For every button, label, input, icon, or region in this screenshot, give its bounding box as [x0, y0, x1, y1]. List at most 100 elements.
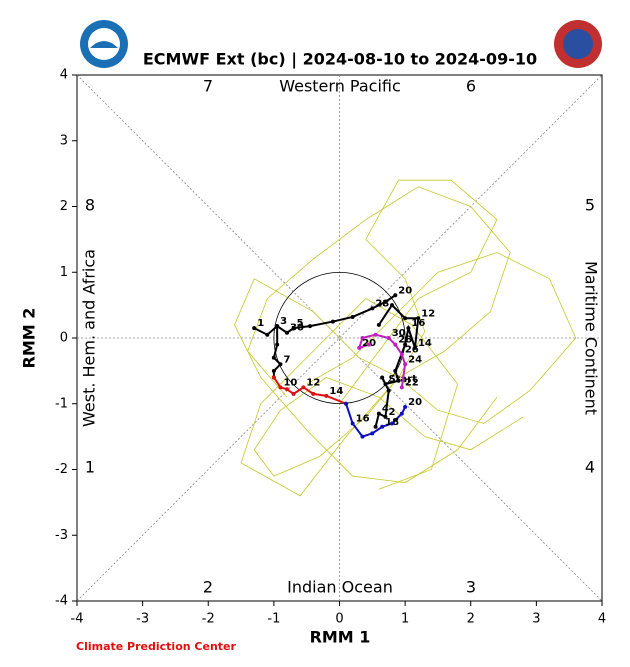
x-tick-label: 0: [335, 612, 343, 627]
region-label: Western Pacific: [279, 77, 401, 96]
ensemble-line: [306, 252, 577, 424]
track-point: [311, 391, 316, 396]
phase-label: 6: [466, 77, 476, 96]
track-point: [291, 391, 296, 396]
day-label: 12: [306, 377, 320, 388]
track-point: [393, 342, 398, 347]
x-tick-label: -1: [267, 612, 280, 627]
unit-circle: [273, 271, 406, 405]
track-point: [380, 424, 385, 429]
phase-label: 4: [585, 458, 595, 477]
track-point: [324, 393, 329, 398]
track-line: [345, 403, 407, 438]
track-point: [278, 385, 283, 390]
region-label: Indian Ocean: [287, 578, 393, 597]
track-point: [403, 362, 408, 367]
x-tick-label: 4: [598, 612, 606, 627]
day-label: 30: [290, 323, 304, 334]
track-point: [376, 411, 381, 416]
day-label: 30: [392, 328, 406, 339]
ensemble-line: [247, 186, 511, 398]
track-point: [278, 362, 283, 367]
track-point: [373, 332, 378, 337]
day-label: 16: [411, 318, 425, 329]
track-point: [383, 299, 388, 304]
phase-label: 8: [85, 196, 95, 215]
y-tick-label: 0: [60, 331, 68, 346]
x-tick-label: 1: [401, 612, 409, 627]
y-tick-label: 1: [60, 265, 68, 280]
track-point: [383, 382, 388, 387]
track-point: [357, 345, 362, 350]
noaa-logo: [80, 20, 128, 68]
phase-label: 2: [203, 578, 213, 597]
track-point: [367, 342, 372, 347]
day-label: 22: [405, 377, 419, 388]
track-point: [396, 378, 401, 383]
track-point: [350, 314, 355, 319]
day-label: 5: [297, 318, 304, 329]
x-axis-label: RMM 1: [310, 628, 371, 647]
logo-center: [563, 29, 593, 59]
day-label: 4: [382, 404, 389, 415]
y-axis-label: RMM 2: [20, 308, 39, 369]
day-label: 20: [398, 285, 412, 296]
track-point: [291, 326, 296, 331]
track-point: [412, 345, 417, 350]
track-point: [403, 405, 408, 410]
track-point: [373, 424, 378, 429]
region-label: West. Hem. and Africa: [80, 249, 99, 427]
track-point: [271, 368, 276, 373]
nws-logo: [554, 20, 602, 68]
track-point: [399, 352, 404, 357]
track-point: [285, 387, 289, 392]
day-label: 20: [408, 397, 422, 408]
track-point: [275, 342, 280, 347]
track-point: [376, 322, 381, 327]
ensemble-line: [339, 179, 498, 404]
chart-title: ECMWF Ext (bc) | 2024-08-10 to 2024-09-1…: [143, 50, 537, 70]
track-point: [275, 324, 280, 329]
track-point: [403, 342, 408, 347]
track-point: [370, 306, 375, 311]
day-label: 1: [257, 318, 264, 329]
track-point: [416, 316, 421, 321]
track-point: [390, 421, 394, 426]
track-point: [330, 319, 335, 324]
track-point: [307, 324, 312, 329]
y-tick-label: 4: [60, 68, 68, 83]
y-tick-label: -2: [55, 462, 68, 477]
x-tick-label: -4: [71, 612, 84, 627]
track-point: [383, 414, 388, 419]
day-label: 3: [280, 316, 287, 327]
track-line: [253, 294, 396, 336]
day-label: 16: [356, 413, 370, 424]
y-tick-label: -4: [55, 594, 68, 609]
track-point: [350, 421, 355, 426]
track-point: [344, 401, 349, 406]
track-point: [285, 330, 289, 335]
track-point: [271, 355, 276, 360]
day-label: 26: [405, 344, 419, 355]
phase-label: 1: [85, 458, 95, 477]
track-point: [386, 336, 391, 340]
track-point: [271, 375, 276, 380]
y-tick-label: -3: [55, 528, 68, 543]
day-label: 10: [283, 377, 297, 388]
ensemble-line: [240, 298, 459, 497]
track-point: [406, 326, 411, 331]
day-label: 28: [375, 298, 389, 309]
track-point: [399, 411, 404, 416]
day-label: 2: [388, 407, 395, 418]
x-tick-label: 2: [467, 612, 475, 627]
logo-bird: [90, 41, 118, 48]
ensemble-line: [234, 278, 498, 484]
track-point: [380, 375, 385, 380]
phase-label: 5: [585, 196, 595, 215]
day-label: 7: [283, 354, 290, 365]
track-point: [393, 293, 398, 298]
x-tick-label: 3: [532, 612, 540, 627]
track-point: [386, 388, 391, 393]
track-point: [390, 303, 394, 308]
